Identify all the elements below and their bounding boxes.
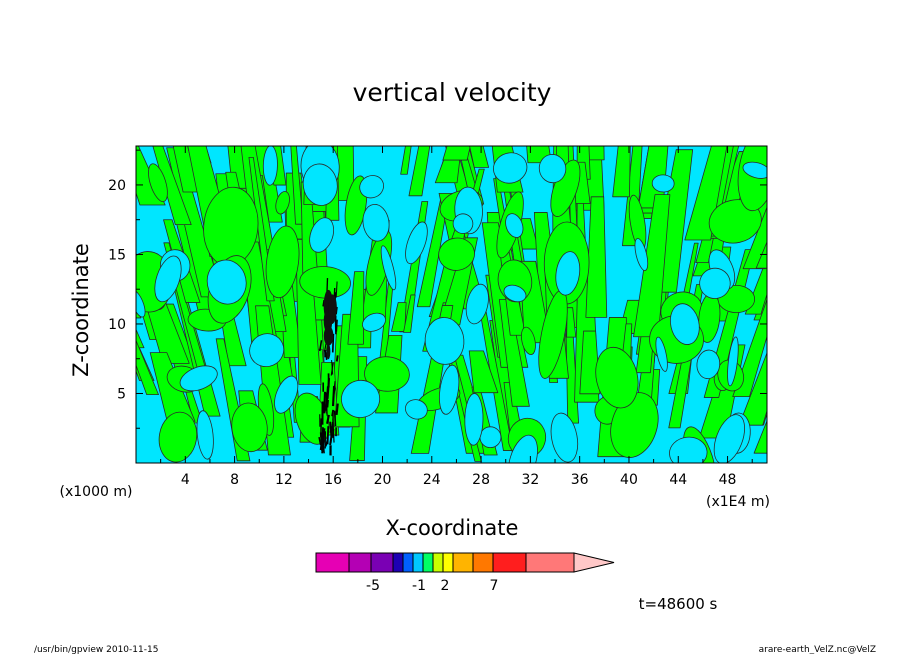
colorbar-swatch	[526, 553, 574, 572]
colorbar-level-label: 2	[441, 578, 450, 594]
field-region	[767, 24, 827, 168]
colorbar-swatch	[423, 553, 433, 572]
field-region	[652, 174, 675, 192]
x-tick-label: 40	[620, 472, 638, 488]
colorbar-level-label: -1	[412, 578, 426, 594]
field-region	[97, 229, 140, 318]
colorbar-extend-arrow	[574, 553, 614, 572]
x-tick-label: 28	[472, 472, 490, 488]
colorbar-swatch	[316, 553, 349, 572]
field-region	[577, 56, 590, 179]
core-contour	[333, 386, 334, 406]
core-contour	[324, 326, 332, 345]
colorbar	[316, 553, 614, 572]
x-axis-title: X-coordinate	[386, 516, 519, 540]
core-contour	[326, 344, 330, 360]
chart-title: vertical velocity	[353, 78, 552, 107]
x-tick-label: 48	[719, 472, 737, 488]
y-axis-title: Z-coordinate	[69, 243, 93, 377]
x-tick-label: 44	[669, 472, 687, 488]
core-contour	[327, 400, 328, 408]
core-contour	[335, 411, 336, 426]
colorbar-swatch	[403, 553, 413, 572]
x-tick-label: 36	[571, 472, 589, 488]
colorbar-swatch	[473, 553, 493, 572]
colorbar-level-label: 7	[490, 578, 499, 594]
colorbar-swatch	[371, 553, 393, 572]
colorbar-swatch	[493, 553, 526, 572]
x-tick-label: 8	[230, 472, 239, 488]
colorbar-swatch	[349, 553, 371, 572]
colorbar-swatch	[393, 553, 403, 572]
core-contour	[328, 294, 337, 320]
core-contour	[328, 426, 329, 444]
core-contour	[323, 446, 324, 453]
footer-right: arare-earth_VelZ.nc@VelZ	[759, 645, 876, 654]
field-region	[761, 153, 810, 265]
colorbar-swatch	[443, 553, 453, 572]
colorbar-swatch	[413, 553, 423, 572]
x-tick-label: 4	[181, 472, 190, 488]
y-tick-label: 15	[108, 247, 126, 263]
colorbar-swatch	[433, 553, 443, 572]
y-tick-label: 5	[117, 386, 126, 402]
core-contour	[331, 426, 332, 432]
colorbar-level-label: -5	[366, 578, 380, 594]
colorbar-labels: -5 -1 2 7	[366, 578, 498, 594]
colorbar-swatch	[453, 553, 473, 572]
y-tick-label: 20	[108, 178, 126, 194]
y-tick-label: 10	[108, 317, 126, 333]
x-tick-label: 24	[423, 472, 441, 488]
footer-left: /usr/bin/gpview 2010-11-15	[34, 645, 158, 654]
x-tick-label: 16	[324, 472, 342, 488]
core-contour	[337, 355, 338, 361]
field-region	[588, 34, 605, 160]
time-label: t=48600 s	[639, 595, 718, 613]
x-tick-label: 12	[275, 472, 293, 488]
x-axis-unit: (x1E4 m)	[706, 494, 770, 510]
x-tick-label: 20	[374, 472, 392, 488]
x-tick-label: 32	[521, 472, 539, 488]
core-contour	[337, 404, 338, 415]
field-region	[479, 426, 501, 448]
y-axis-unit: (x1000 m)	[60, 484, 133, 500]
field-region	[159, 35, 211, 163]
core-contour	[324, 392, 325, 413]
